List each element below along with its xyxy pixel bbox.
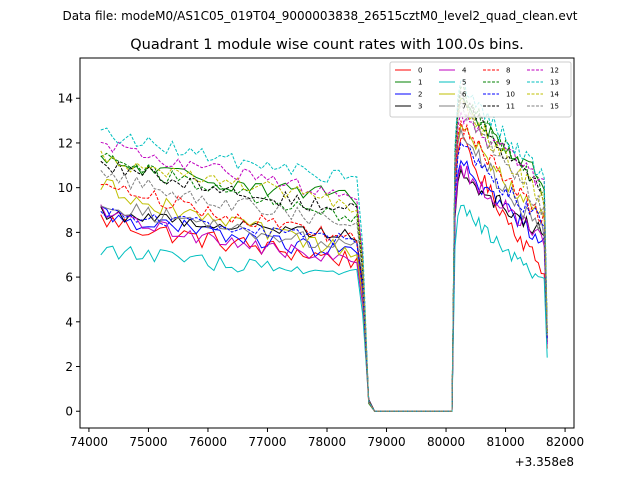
series-line-4 xyxy=(100,165,548,412)
legend-label-10: 10 xyxy=(506,91,515,99)
legend-label-13: 13 xyxy=(550,79,559,87)
y-tick-label: 10 xyxy=(58,181,73,195)
y-tick-label: 8 xyxy=(65,226,73,240)
legend-label-2: 2 xyxy=(418,91,422,99)
x-tick-label: 78000 xyxy=(308,435,346,449)
x-axis-offset-label: +3.358e8 xyxy=(515,455,574,469)
y-tick-label: 12 xyxy=(58,136,73,150)
series-line-0 xyxy=(100,137,548,412)
y-tick-label: 0 xyxy=(65,405,73,419)
x-tick-label: 74000 xyxy=(70,435,108,449)
series-line-13 xyxy=(100,79,548,412)
legend-label-1: 1 xyxy=(418,79,422,87)
legend-label-12: 12 xyxy=(550,67,559,75)
x-axis: 74000 75000 76000 77000 78000 79000 80000 81000… xyxy=(70,428,584,449)
series-line-15 xyxy=(100,100,548,412)
legend-label-11: 11 xyxy=(506,103,515,111)
legend-label-0: 0 xyxy=(418,67,422,75)
series-line-8 xyxy=(100,120,548,412)
chart-title: Quadrant 1 module wise count rates with … xyxy=(130,37,524,53)
series-line-3 xyxy=(100,168,548,412)
legend-box xyxy=(389,61,572,118)
x-tick-label: 76000 xyxy=(189,435,227,449)
x-tick-label: 82000 xyxy=(546,435,584,449)
x-tick-label: 75000 xyxy=(129,435,167,449)
legend-label-14: 14 xyxy=(550,91,559,99)
series-line-5 xyxy=(100,204,548,412)
legend-label-15: 15 xyxy=(550,103,559,111)
legend-label-3: 3 xyxy=(418,103,422,111)
x-tick-label: 80000 xyxy=(427,435,465,449)
x-tick-label: 77000 xyxy=(248,435,286,449)
legend-label-9: 9 xyxy=(506,79,510,87)
series-layer xyxy=(100,79,548,412)
series-line-2 xyxy=(100,159,548,412)
legend-label-4: 4 xyxy=(462,67,467,75)
legend-label-5: 5 xyxy=(462,79,466,87)
legend-label-8: 8 xyxy=(506,67,510,75)
x-tick-label: 81000 xyxy=(486,435,524,449)
y-tick-label: 6 xyxy=(65,271,73,285)
y-axis: 0 2 4 6 8 10 12 14 xyxy=(58,92,80,419)
legend-label-7: 7 xyxy=(462,103,466,111)
y-tick-label: 2 xyxy=(65,360,73,374)
series-line-7 xyxy=(100,127,548,412)
legend-label-6: 6 xyxy=(462,91,467,99)
y-tick-label: 14 xyxy=(58,92,73,106)
y-tick-label: 4 xyxy=(65,315,73,329)
series-line-9 xyxy=(100,86,548,412)
x-tick-label: 79000 xyxy=(367,435,405,449)
chart-suptitle: Data file: modeM0/AS1C05_019T04_90000038… xyxy=(62,9,577,23)
